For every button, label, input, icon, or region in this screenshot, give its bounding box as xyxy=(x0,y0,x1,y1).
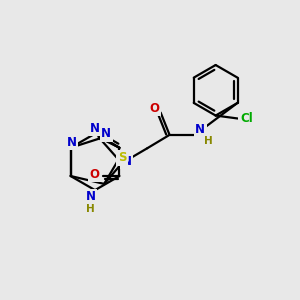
Text: N: N xyxy=(85,190,96,203)
Text: N: N xyxy=(101,128,111,140)
Text: N: N xyxy=(67,136,77,149)
Text: N: N xyxy=(195,123,205,136)
Text: S: S xyxy=(118,151,126,164)
Text: N: N xyxy=(122,154,132,168)
Text: N: N xyxy=(90,122,100,135)
Text: H: H xyxy=(204,136,213,146)
Text: H: H xyxy=(86,204,95,214)
Text: O: O xyxy=(90,168,100,181)
Text: Cl: Cl xyxy=(240,112,253,125)
Text: O: O xyxy=(149,102,159,115)
